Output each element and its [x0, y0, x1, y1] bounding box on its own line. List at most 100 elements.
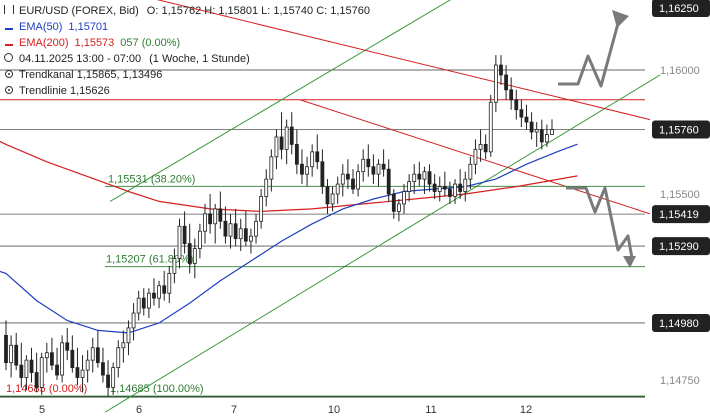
candle[interactable] [335, 176, 340, 204]
candle[interactable] [539, 119, 544, 150]
legend-trendlinie-row[interactable]: Trendlinie 1,15626 [3, 83, 370, 99]
candle[interactable] [80, 355, 85, 393]
candle[interactable] [116, 340, 121, 378]
price-label[interactable]: 1,14750 [660, 375, 700, 387]
candle[interactable] [29, 347, 34, 383]
candle[interactable] [131, 303, 136, 341]
candle[interactable] [407, 174, 412, 202]
time-tick-label[interactable]: 10 [328, 404, 340, 416]
candle[interactable] [458, 169, 463, 199]
candle[interactable] [463, 171, 468, 202]
candle[interactable] [473, 139, 478, 175]
candle[interactable] [402, 184, 406, 214]
candle[interactable] [356, 164, 360, 197]
candle[interactable] [483, 134, 488, 160]
candle[interactable] [478, 129, 483, 162]
candle[interactable] [177, 218, 182, 269]
candle[interactable] [233, 208, 238, 247]
legend-ema50-row[interactable]: EMA(50) 1,15701 [3, 19, 370, 35]
candle[interactable] [422, 166, 427, 194]
candle[interactable] [9, 335, 14, 378]
candle[interactable] [417, 161, 422, 187]
candle[interactable] [371, 154, 376, 185]
candle[interactable] [50, 337, 54, 371]
candle[interactable] [376, 159, 381, 187]
candle[interactable] [279, 112, 284, 160]
candle[interactable] [106, 360, 110, 397]
candle[interactable] [397, 198, 401, 222]
candle[interactable] [44, 342, 49, 373]
candle[interactable] [238, 218, 243, 252]
time-axis[interactable]: 5 6 7 10 11 12 [39, 404, 532, 416]
price-axis[interactable]: 1,16250 1,16000 1,15760 1,15500 1,15419 1,152… [652, 0, 710, 387]
candle[interactable] [39, 352, 44, 395]
candle[interactable] [162, 270, 167, 301]
candle[interactable] [141, 288, 146, 316]
candle[interactable] [488, 94, 493, 157]
candle[interactable] [146, 288, 151, 318]
candle[interactable] [534, 122, 539, 147]
candle[interactable] [529, 112, 534, 140]
candle[interactable] [305, 156, 309, 187]
candle[interactable] [294, 129, 299, 175]
candle[interactable] [269, 149, 274, 192]
candle[interactable] [340, 164, 345, 197]
candle[interactable] [172, 248, 177, 284]
price-label[interactable]: 1,14980 [652, 313, 710, 332]
candle[interactable] [468, 156, 473, 190]
candle[interactable] [448, 181, 452, 204]
candle[interactable] [345, 159, 350, 190]
candle[interactable] [198, 223, 202, 259]
candle[interactable] [351, 169, 355, 194]
candle[interactable] [330, 186, 335, 212]
candle[interactable] [24, 355, 29, 390]
candle[interactable] [34, 352, 39, 393]
candle[interactable] [550, 119, 554, 135]
candle[interactable] [519, 99, 524, 128]
time-tick-label[interactable]: 11 [425, 404, 436, 416]
candle[interactable] [187, 223, 192, 274]
candle[interactable] [300, 149, 304, 185]
candle[interactable] [192, 238, 197, 279]
candle[interactable] [75, 347, 80, 385]
candle[interactable] [427, 164, 432, 192]
price-label[interactable]: 1,15290 [652, 237, 710, 256]
candle[interactable] [14, 332, 19, 371]
candle[interactable] [208, 194, 213, 234]
candle[interactable] [524, 104, 529, 130]
candle[interactable] [325, 179, 330, 214]
candle[interactable] [366, 144, 371, 177]
candle[interactable] [249, 228, 253, 254]
candle[interactable] [254, 213, 258, 244]
candle[interactable] [70, 335, 75, 373]
candle[interactable] [121, 330, 126, 363]
candle[interactable] [152, 278, 156, 306]
candle[interactable] [442, 171, 447, 197]
candle[interactable] [493, 55, 498, 113]
time-tick-label[interactable]: 7 [231, 404, 237, 416]
candle[interactable] [514, 89, 519, 120]
candle[interactable] [391, 189, 396, 219]
candle[interactable] [381, 149, 386, 177]
candle[interactable] [499, 55, 503, 85]
candle[interactable] [228, 213, 233, 249]
candle[interactable] [19, 342, 24, 388]
candle[interactable] [223, 206, 228, 244]
candle[interactable] [386, 159, 391, 202]
candle[interactable] [95, 330, 100, 368]
time-tick-label[interactable]: 12 [520, 404, 532, 416]
candle[interactable] [218, 191, 223, 229]
candle[interactable] [284, 119, 289, 165]
candle[interactable] [213, 203, 218, 244]
candles[interactable] [4, 55, 554, 397]
candle[interactable] [310, 144, 315, 177]
price-label[interactable]: 1,16000 [660, 65, 700, 77]
legend-ema200-row[interactable]: EMA(200) 1,15573 057 (0.00%) [3, 35, 370, 51]
candle[interactable] [509, 77, 514, 110]
candle[interactable] [504, 65, 508, 100]
candle[interactable] [453, 179, 457, 204]
candle[interactable] [320, 149, 325, 194]
price-label[interactable]: 1,15760 [652, 120, 710, 139]
price-label[interactable]: 1,16250 [652, 0, 710, 17]
